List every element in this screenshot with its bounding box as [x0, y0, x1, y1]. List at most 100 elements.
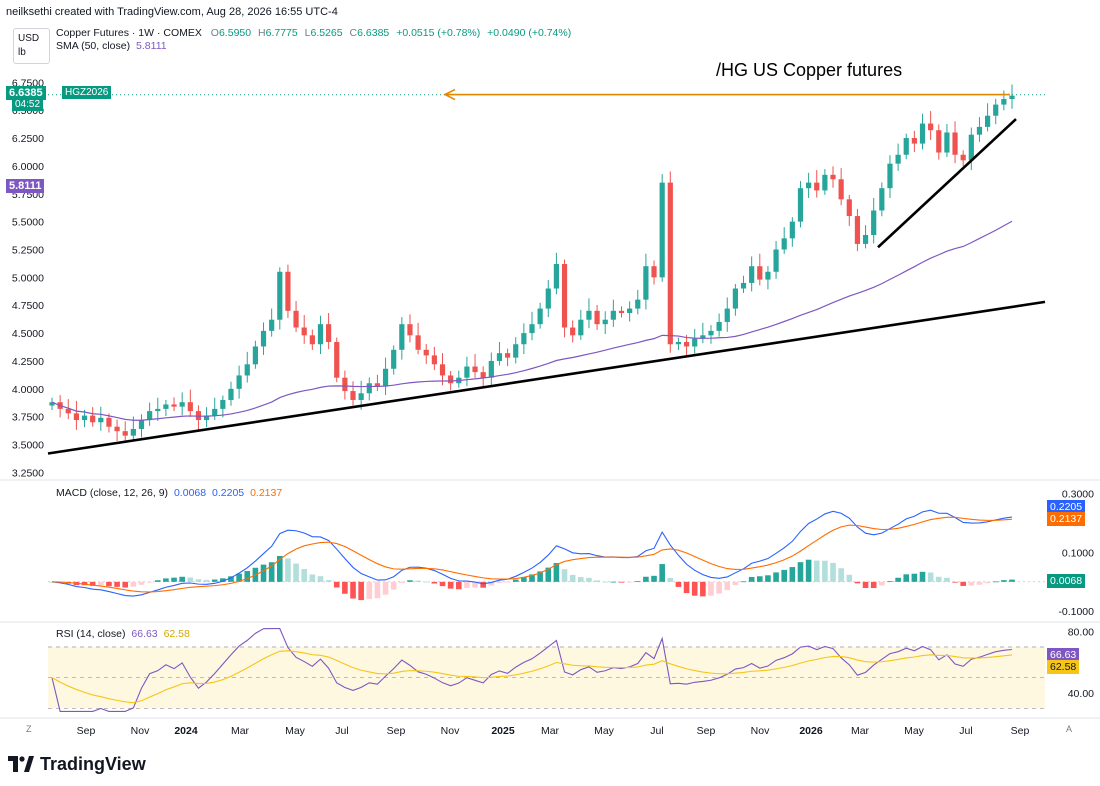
candle-body — [212, 408, 218, 416]
candle-body — [838, 179, 844, 200]
candle-body — [692, 338, 698, 347]
rsi-ma-value: 62.58 — [163, 628, 190, 640]
price-tick-label: 3.5000 — [12, 440, 44, 452]
close-label: C — [349, 27, 358, 39]
low-label: L — [304, 27, 311, 39]
candle-body — [651, 266, 657, 278]
price-tick-label: 5.5000 — [12, 217, 44, 229]
long-term-trendline — [47, 300, 1046, 455]
macd-histogram-bar — [382, 581, 389, 595]
candle-body — [903, 138, 909, 155]
macd-line-badge: 0.2205 — [1047, 500, 1086, 514]
macd-histogram-bar — [423, 581, 430, 583]
sma-label: SMA (50, close) — [56, 40, 131, 52]
candle-body — [806, 182, 812, 189]
auto-scale-button[interactable]: A — [1066, 724, 1073, 734]
candle-body — [423, 349, 429, 356]
candle-body — [675, 342, 682, 345]
macd-line-value: 0.2205 — [212, 487, 245, 499]
macd-histogram-bar — [797, 562, 804, 582]
macd-histogram-bar — [407, 580, 413, 582]
macd-histogram-bar — [399, 581, 405, 584]
candle-body — [293, 310, 299, 328]
candle-body — [911, 138, 917, 144]
macd-histogram-bar — [756, 576, 763, 582]
sma-50-line — [51, 220, 1013, 421]
macd-histogram-bar — [529, 574, 535, 582]
macd-histogram-bar — [838, 568, 844, 582]
candle-body — [1009, 95, 1015, 100]
macd-histogram-bar — [732, 581, 739, 586]
macd-histogram-bar — [553, 563, 560, 582]
macd-histogram-bar — [879, 581, 885, 586]
time-tick-label: Sep — [77, 725, 96, 737]
price-tick-label: 6.0000 — [12, 161, 44, 173]
chart-attribution: neilksethi created with TradingView.com,… — [6, 6, 338, 18]
macd-legend[interactable]: MACD (close, 12, 26, 9) 0.0068 0.2205 0.… — [56, 487, 282, 499]
macd-histogram-bar — [634, 581, 641, 583]
currency-label: USD — [18, 33, 40, 44]
candle-body — [789, 221, 795, 239]
candle-body — [65, 408, 71, 414]
candle-body — [643, 266, 649, 300]
macd-histogram-bar — [146, 581, 153, 583]
time-tick-label: Nov — [131, 725, 150, 737]
macd-histogram-bar — [813, 560, 820, 582]
rsi-badge: 66.63 — [1047, 648, 1080, 662]
macd-histogram-bar — [846, 574, 853, 582]
zoom-reset-button[interactable]: Z — [26, 724, 32, 734]
candle-body — [765, 271, 771, 280]
tradingview-logo-icon — [8, 756, 34, 772]
candle-body — [529, 324, 535, 334]
candle-body — [521, 333, 527, 345]
time-tick-label: Sep — [1011, 725, 1030, 737]
candle-body — [106, 417, 112, 427]
candle-body — [993, 104, 999, 116]
candle-body — [724, 308, 730, 322]
sma-legend[interactable]: SMA (50, close) 5.8111 — [56, 40, 167, 52]
sma-50-path — [51, 220, 1013, 421]
macd-histogram-bar — [390, 581, 397, 590]
macd-histogram-bar — [464, 581, 470, 588]
time-tick-label: Jul — [650, 725, 663, 737]
macd-histogram-bar — [220, 578, 226, 582]
macd-histogram-bar — [675, 581, 682, 587]
candle-body — [976, 126, 983, 135]
macd-histogram-bar — [260, 564, 267, 582]
candle-body — [822, 174, 828, 191]
candlestick-series — [49, 84, 1015, 443]
time-tick-label: Nov — [751, 725, 770, 737]
macd-histogram-bar — [895, 577, 901, 582]
macd-histogram-bar — [708, 581, 714, 596]
candle-body — [358, 393, 364, 400]
macd-histogram-bar — [431, 581, 438, 584]
candle-body — [81, 415, 88, 421]
macd-histogram-bar — [480, 581, 486, 588]
candle-body — [130, 428, 136, 436]
candle-body — [944, 132, 950, 153]
symbol-description[interactable]: Copper Futures · 1W · COMEX — [56, 27, 202, 39]
macd-histogram-bar — [887, 581, 893, 582]
macd-histogram-bar — [724, 581, 731, 591]
candle-body — [334, 342, 340, 378]
high-value: 6.7775 — [265, 27, 298, 39]
candle-body — [49, 402, 55, 406]
time-axis: Sep Nov 2024 Mar May Jul Sep Nov 2025 Mar May Jul Se… — [77, 725, 1030, 737]
candle-body — [171, 404, 177, 407]
main-y-axis: 6.75006.50006.25006.00005.75005.50005.25… — [12, 77, 44, 479]
candle-body — [659, 182, 665, 278]
candle-body — [757, 266, 763, 280]
candle-body — [155, 408, 161, 412]
candle-body — [1001, 99, 1007, 105]
rsi-legend[interactable]: RSI (14, close) 66.63 62.58 — [56, 628, 190, 640]
tradingview-wordmark: TradingView — [40, 753, 146, 774]
macd-histogram-bar — [683, 581, 690, 594]
candle-body — [179, 402, 185, 407]
macd-histogram-bar — [276, 555, 283, 582]
macd-histogram-bar — [1009, 579, 1015, 582]
currency-unit-button[interactable]: USD lb — [13, 28, 50, 64]
price-tick-label: 5.0000 — [12, 272, 44, 284]
candle-body — [887, 163, 893, 189]
macd-histogram-bar — [578, 577, 584, 582]
